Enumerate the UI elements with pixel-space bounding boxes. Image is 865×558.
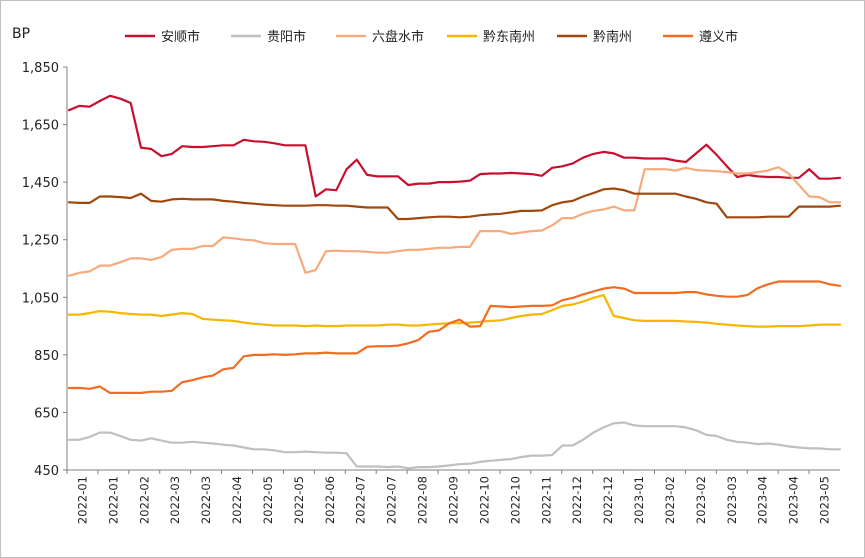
legend-label-1: 贵阳市: [267, 29, 306, 45]
y-tick-label: 1,450: [22, 176, 59, 191]
x-tick-label: 2022-06: [323, 476, 337, 524]
series-line-3: [67, 293, 842, 328]
y-tick-label: 450: [34, 464, 59, 479]
x-tick-label: 2022-10: [508, 476, 522, 524]
x-tick-label: 2022-11: [539, 476, 553, 524]
x-tick-label: 2022-03: [168, 476, 182, 524]
x-tick-label: 2023-02: [663, 476, 677, 524]
x-tick-label: 2022-08: [416, 476, 430, 524]
x-tick-label: 2022-05: [292, 476, 306, 524]
y-tick-label: 850: [34, 349, 59, 364]
series-line-4: [67, 187, 842, 221]
x-tick-label: 2023-02: [694, 476, 708, 524]
series-line-1: [67, 421, 842, 470]
legend-label-0: 安顺市: [161, 29, 200, 45]
y-tick-label: 1,850: [22, 61, 59, 76]
y-tick-label: 1,050: [22, 291, 59, 306]
series-line-5: [67, 280, 842, 394]
y-tick-label: 1,250: [22, 234, 59, 249]
x-tick-label: 2022-03: [199, 476, 213, 524]
x-tick-label: 2023-04: [787, 476, 801, 524]
legend-label-2: 六盘水市: [372, 29, 424, 45]
series-line-2: [67, 166, 842, 277]
x-tick-label: 2022-02: [137, 476, 151, 524]
x-tick-label: 2022-12: [570, 476, 584, 524]
x-tick-label: 2023-05: [818, 476, 832, 524]
legend-label-3: 黔东南州: [483, 29, 535, 45]
x-tick-label: 2023-03: [725, 476, 739, 524]
x-tick-label: 2023-01: [632, 476, 646, 524]
x-tick-label: 2022-01: [75, 476, 89, 524]
x-tick-label: 2022-07: [385, 476, 399, 524]
x-tick-label: 2022-07: [354, 476, 368, 524]
series-line-0: [67, 94, 842, 198]
x-tick-label: 2023-04: [756, 476, 770, 524]
legend-label-5: 遵义市: [699, 29, 738, 45]
legend-label-4: 黔南州: [593, 29, 632, 45]
y-axis-unit-label: BP: [12, 26, 30, 42]
x-tick-label: 2022-04: [230, 476, 244, 524]
x-tick-label: 2022-09: [447, 476, 461, 524]
legend: 安顺市 贵阳市 六盘水市 黔东南州 黔南州 遵义市: [125, 29, 738, 45]
x-tick-label: 2022-10: [477, 476, 491, 524]
x-tick-label: 2022-12: [601, 476, 615, 524]
axes: 450 650 850 1,050 1,250 1,450 1,650 1,850 2022-0…: [22, 61, 840, 524]
series-lines: [67, 94, 842, 470]
y-tick-label: 650: [34, 406, 59, 421]
x-tick-label: 2022-01: [106, 476, 120, 524]
y-tick-label: 1,650: [22, 119, 59, 134]
x-tick-label: 2022-05: [261, 476, 275, 524]
